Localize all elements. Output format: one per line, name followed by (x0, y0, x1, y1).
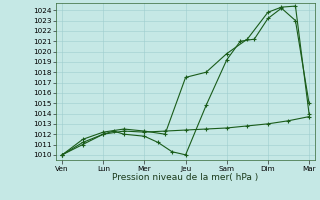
X-axis label: Pression niveau de la mer( hPa ): Pression niveau de la mer( hPa ) (112, 173, 259, 182)
